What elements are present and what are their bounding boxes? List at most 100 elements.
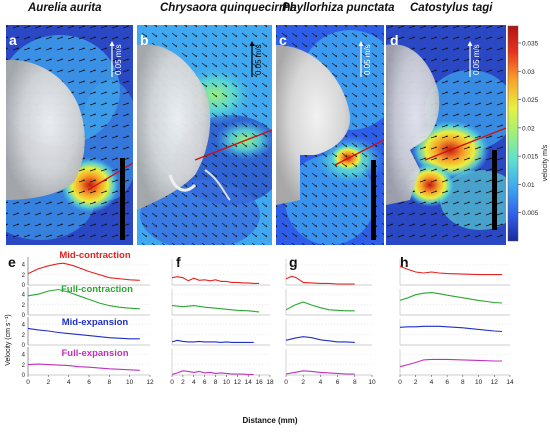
series-line-mid-contraction bbox=[399, 265, 503, 276]
y-axis-label: Velocity (cm s⁻¹) bbox=[5, 314, 12, 366]
x-tick-label: 2 bbox=[414, 379, 418, 386]
x-tick-label: 0 bbox=[398, 379, 402, 386]
y-tick-label: 4 bbox=[22, 292, 26, 298]
series-line-mid-expansion bbox=[27, 327, 140, 340]
x-tick-label: 16 bbox=[255, 379, 263, 386]
line-panel-g: g 0 2 4 6 8 10 bbox=[284, 254, 376, 386]
scale-arrow-head bbox=[109, 41, 115, 46]
series-line-full-expansion bbox=[171, 370, 254, 376]
x-tick-label: 4 bbox=[192, 379, 196, 386]
y-tick-label: 2 bbox=[22, 333, 26, 339]
x-tick-label: 0 bbox=[170, 379, 174, 386]
series-line-full-expansion bbox=[399, 358, 503, 368]
colorbar-tick-label: 0.015 bbox=[522, 154, 539, 161]
x-tick-label: 4 bbox=[430, 379, 434, 386]
x-tick-label: 8 bbox=[353, 379, 357, 386]
x-tick-label: 8 bbox=[214, 379, 218, 386]
y-tick-label: 2 bbox=[22, 303, 26, 309]
x-tick-label: 8 bbox=[108, 379, 112, 386]
x-tick-label: 10 bbox=[475, 379, 483, 386]
series-line-mid-contraction bbox=[171, 276, 260, 284]
panel-letter-c: c bbox=[279, 32, 287, 48]
y-tick-label: 4 bbox=[22, 262, 26, 268]
scale-arrow-a: 0.05 m/s bbox=[109, 41, 123, 77]
colorbar-tick-label: 0.025 bbox=[522, 97, 539, 104]
series-line-full-contraction bbox=[399, 292, 503, 304]
y-tick-label: 0 bbox=[22, 343, 26, 349]
line-panel-letter: g bbox=[289, 254, 298, 270]
x-tick-label: 2 bbox=[47, 379, 51, 386]
y-tick-label: 0 bbox=[22, 283, 26, 289]
x-tick-label: 0 bbox=[26, 379, 30, 386]
species-title-phyllorhiza: Phyllorhiza punctata bbox=[282, 2, 395, 14]
x-tick-label: 6 bbox=[445, 379, 449, 386]
phase-label-mid-expansion: Mid-expansion bbox=[62, 317, 129, 328]
scale-arrow-label: 0.05 m/s bbox=[114, 44, 123, 75]
scale-arrow-b: 0.05 m/s bbox=[249, 41, 263, 77]
series-line-full-expansion bbox=[285, 370, 355, 375]
x-axis-label: Distance (mm) bbox=[242, 416, 297, 425]
flow-panel-b bbox=[137, 25, 272, 245]
y-tick-label: 4 bbox=[22, 352, 26, 358]
y-tick-label: 0 bbox=[22, 373, 26, 379]
panel-letter-b: b bbox=[140, 32, 149, 48]
x-tick-label: 6 bbox=[336, 379, 340, 386]
y-tick-label: 0 bbox=[22, 313, 26, 319]
x-tick-label: 12 bbox=[491, 379, 499, 386]
x-tick-label: 2 bbox=[301, 379, 305, 386]
x-tick-label: 14 bbox=[245, 379, 253, 386]
x-tick-label: 10 bbox=[368, 379, 376, 386]
phase-label-full-expansion: Full-expansion bbox=[61, 348, 128, 359]
colorbar-tick-label: 0.02 bbox=[522, 125, 535, 132]
colorbar-label: velocity m/s bbox=[542, 144, 549, 181]
x-tick-label: 6 bbox=[87, 379, 91, 386]
species-title-aurelia: Aurelia aurita bbox=[28, 2, 102, 14]
x-tick-label: 12 bbox=[234, 379, 242, 386]
series-line-full-contraction bbox=[285, 301, 355, 312]
line-panel-letter: h bbox=[400, 254, 409, 270]
x-tick-label: 10 bbox=[223, 379, 231, 386]
x-tick-label: 2 bbox=[181, 379, 185, 386]
scale-arrow-label: 0.05 m/s bbox=[472, 44, 481, 75]
flow-panel-c bbox=[276, 25, 384, 245]
x-tick-label: 12 bbox=[146, 379, 154, 386]
series-line-full-contraction bbox=[27, 288, 140, 310]
line-panel-letter: f bbox=[176, 254, 181, 270]
scale-arrow-label: 0.05 m/s bbox=[363, 44, 372, 75]
x-tick-label: 4 bbox=[319, 379, 323, 386]
species-title-catostylus: Catostylus tagi bbox=[410, 2, 493, 14]
x-tick-label: 6 bbox=[203, 379, 207, 386]
colorbar-tick-label: 0.005 bbox=[522, 210, 539, 217]
line-panel-e: e 0 2 4 0 2 4 0 2 4 0 2 4 0 2 4 6 8 10 12 bbox=[8, 254, 154, 386]
scale-arrow-head bbox=[249, 41, 255, 46]
species-title-chrysaora: Chrysaora quinquecirrha bbox=[160, 2, 297, 14]
line-panel-f: f 0 2 4 6 8 10 12 14 16 18 bbox=[170, 254, 274, 386]
colorbar-tick-label: 0.035 bbox=[522, 40, 539, 47]
scale-arrow-head bbox=[358, 41, 364, 46]
series-line-full-contraction bbox=[171, 305, 260, 313]
panel-letter-a: a bbox=[9, 32, 17, 48]
line-panel-letter: e bbox=[8, 254, 16, 270]
scale-arrow-d: 0.05 m/s bbox=[467, 41, 481, 77]
phase-label-mid-contraction: Mid-contraction bbox=[59, 250, 130, 261]
panel-letter-d: d bbox=[390, 32, 399, 48]
flow-panel-d bbox=[386, 25, 506, 245]
colorbar-tick-label: 0.01 bbox=[522, 182, 535, 189]
series-line-mid-contraction bbox=[285, 275, 355, 285]
phase-label-full-contraction: Full-contraction bbox=[61, 284, 133, 295]
scale-arrow-head bbox=[467, 41, 473, 46]
line-panel-h: h 0 2 4 6 8 10 12 14 bbox=[398, 254, 514, 386]
x-tick-label: 4 bbox=[67, 379, 71, 386]
colorbar-tick-label: 0.03 bbox=[522, 69, 535, 76]
y-tick-label: 4 bbox=[22, 322, 26, 328]
series-line-mid-expansion bbox=[171, 339, 254, 343]
x-tick-label: 14 bbox=[506, 379, 514, 386]
x-tick-label: 0 bbox=[284, 379, 288, 386]
series-line-full-expansion bbox=[27, 363, 140, 371]
x-tick-label: 8 bbox=[461, 379, 465, 386]
series-line-mid-expansion bbox=[285, 336, 355, 343]
scale-arrow-c: 0.05 m/s bbox=[358, 41, 372, 77]
y-tick-label: 2 bbox=[22, 363, 26, 369]
colorbar bbox=[507, 25, 519, 242]
